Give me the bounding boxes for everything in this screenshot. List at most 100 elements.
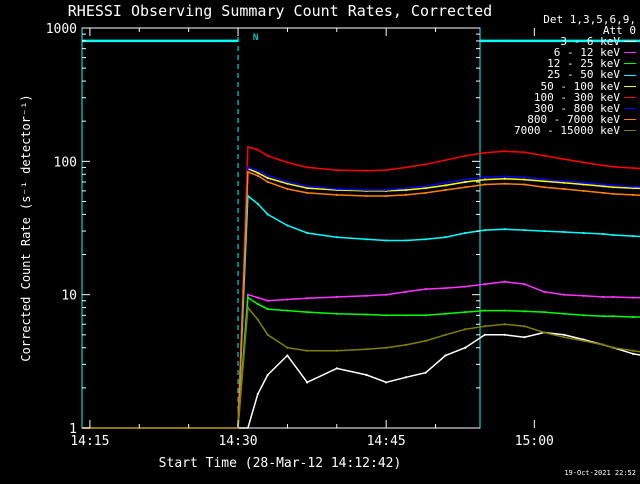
series-point xyxy=(612,295,615,299)
series-point xyxy=(256,302,259,306)
series-point xyxy=(306,191,309,194)
legend-swatch xyxy=(624,63,636,65)
series-point xyxy=(602,232,605,236)
series-point xyxy=(631,315,635,319)
series-point xyxy=(286,182,289,185)
series-point xyxy=(365,313,368,316)
series-point xyxy=(444,312,447,315)
legend-item: 100 - 300 keV xyxy=(478,92,636,103)
series-point xyxy=(365,348,368,351)
legend-label: 25 - 50 keV xyxy=(547,68,620,82)
series-point xyxy=(246,296,250,299)
series-line xyxy=(82,167,640,429)
x-tick-label: 15:00 xyxy=(515,434,554,449)
series-point xyxy=(424,314,427,317)
series-point xyxy=(335,187,338,191)
series-point xyxy=(464,346,467,349)
series-point xyxy=(246,145,250,149)
series-point xyxy=(385,188,388,192)
series-point xyxy=(612,184,615,187)
series-point xyxy=(335,367,338,370)
series-point xyxy=(385,381,388,384)
series-point xyxy=(404,193,408,197)
legend-label: 6 - 12 keV xyxy=(553,46,620,60)
series-point xyxy=(424,339,427,343)
series-point xyxy=(256,202,259,205)
series-point xyxy=(503,333,506,336)
series-point xyxy=(503,228,506,231)
series-point xyxy=(543,186,546,189)
series-point xyxy=(266,174,269,177)
legend-item: 50 - 100 keV xyxy=(478,80,636,92)
series-point xyxy=(266,307,269,311)
series-point xyxy=(266,154,269,157)
chart-title: RHESSI Observing Summary Count Rates, Co… xyxy=(68,2,492,20)
series-point xyxy=(286,224,289,227)
legend-label: 3 - 6 keV xyxy=(560,35,620,49)
legend-header-1: Det 1,3,5,6,9, xyxy=(543,13,636,26)
series-point xyxy=(365,169,368,172)
series-point xyxy=(256,174,259,177)
series-point xyxy=(602,183,605,186)
legend-label: 300 - 800 keV xyxy=(533,101,620,115)
series-point xyxy=(286,346,289,349)
series-point xyxy=(582,339,585,343)
y-tick-label: 100 xyxy=(54,155,77,170)
legend-swatch xyxy=(624,85,636,87)
series-point xyxy=(404,376,408,379)
series-point xyxy=(543,290,546,293)
series-line xyxy=(82,171,640,429)
legend-label: 800 - 7000 keV xyxy=(527,112,620,126)
series-point xyxy=(562,293,566,296)
legend-swatch xyxy=(624,74,636,76)
y-tick-label: 1000 xyxy=(46,22,77,37)
series-line xyxy=(82,331,640,429)
series-point xyxy=(602,191,605,194)
series-point xyxy=(424,185,427,188)
series-point xyxy=(256,392,259,396)
series-point xyxy=(365,194,368,198)
series-point xyxy=(612,165,615,168)
series-point xyxy=(602,295,605,299)
series-point xyxy=(582,231,585,235)
series-point xyxy=(483,178,487,181)
legend-item: 3 - 6 keV xyxy=(478,36,636,47)
series-point xyxy=(335,349,338,352)
series-point xyxy=(602,343,605,347)
legend-swatch xyxy=(624,96,636,98)
series-point xyxy=(562,336,566,339)
series-point xyxy=(562,181,566,184)
series-point xyxy=(523,336,526,339)
series-line xyxy=(82,280,640,429)
series-point xyxy=(582,189,585,193)
series-point xyxy=(385,168,388,172)
series-point xyxy=(483,183,487,186)
series-point xyxy=(256,318,259,321)
series-point xyxy=(503,150,506,153)
legend-swatch xyxy=(624,107,636,109)
series-point xyxy=(365,188,368,192)
series-point xyxy=(365,373,368,377)
series-point xyxy=(404,186,408,190)
series-point xyxy=(306,231,309,235)
series-point xyxy=(543,180,546,183)
series-point xyxy=(503,175,506,178)
series-point xyxy=(404,343,408,347)
series-point xyxy=(503,177,506,180)
series-point xyxy=(306,381,309,384)
series-point xyxy=(335,295,338,299)
series-point xyxy=(562,187,566,191)
series-point xyxy=(562,157,566,161)
series-point xyxy=(631,349,635,352)
series-point xyxy=(523,183,526,186)
legend-item: 7000 - 15000 keV xyxy=(478,125,636,136)
series-point xyxy=(306,297,309,300)
legend-label: 12 - 25 keV xyxy=(547,57,620,71)
series-point xyxy=(444,188,447,192)
series-point xyxy=(543,178,546,181)
series-point xyxy=(385,194,388,198)
legend-swatch xyxy=(624,118,636,120)
series-point xyxy=(335,193,338,197)
series-point xyxy=(523,151,526,154)
